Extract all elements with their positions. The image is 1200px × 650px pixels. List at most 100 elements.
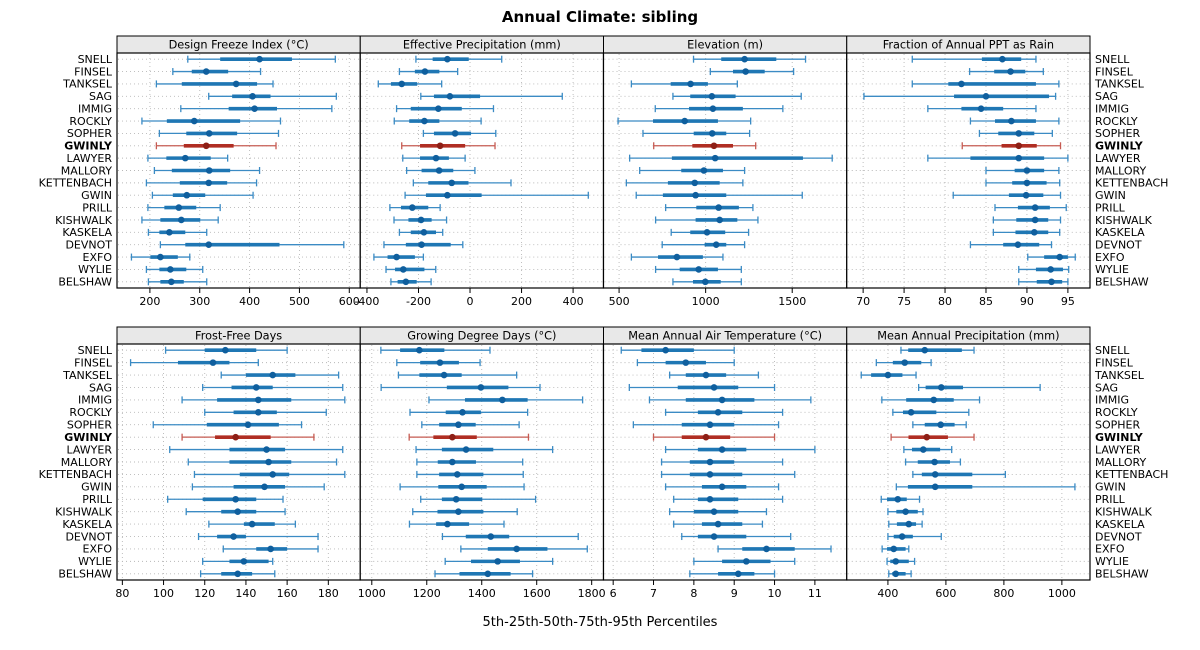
median-dot [452, 495, 460, 503]
median-dot [436, 142, 444, 150]
median-dot [409, 204, 416, 211]
median-dot [710, 142, 718, 150]
median-dot [249, 92, 256, 100]
site-label-right: EXFO [1095, 543, 1125, 556]
median-dot [451, 130, 459, 137]
site-label-left: WYLIE [78, 263, 112, 276]
axis-tick-label: 1000 [692, 295, 720, 308]
median-dot [706, 421, 714, 429]
median-dot [709, 105, 717, 112]
median-dot [435, 167, 443, 174]
site-label-right: DEVNOT [1095, 530, 1142, 543]
median-dot [458, 483, 465, 491]
median-dot [168, 278, 175, 286]
site-label-left: FINSEL [74, 65, 113, 78]
median-dot [393, 253, 400, 261]
panel-strip-title: Growing Degree Days (°C) [407, 330, 556, 343]
median-dot [1015, 130, 1023, 137]
site-label-right: WYLIE [1095, 555, 1129, 568]
site-label-left: IMMIG [78, 394, 112, 407]
median-dot [1007, 68, 1014, 75]
site-label-right: SOPHER [1095, 419, 1140, 432]
site-label-right: SNELL [1095, 344, 1130, 357]
median-dot [202, 68, 210, 75]
median-dot [234, 508, 241, 515]
panel-strip-title: Frost-Free Days [195, 330, 282, 343]
median-dot [205, 241, 213, 249]
median-dot [183, 191, 191, 199]
median-dot [248, 520, 256, 528]
median-dot [691, 179, 699, 187]
median-dot [232, 495, 239, 503]
median-dot [937, 384, 945, 391]
median-dot [1048, 278, 1055, 286]
median-dot [702, 433, 710, 441]
site-label-right: LAWYER [1095, 443, 1141, 456]
median-dot [1047, 266, 1054, 273]
axis-tick-label: 500 [289, 295, 310, 308]
median-dot [905, 520, 913, 528]
axis-tick-label: 1000 [358, 587, 386, 600]
median-dot [432, 154, 440, 162]
median-dot [444, 55, 451, 63]
median-dot [261, 483, 268, 491]
median-dot [166, 229, 173, 236]
axis-tick-label: 600 [339, 295, 360, 308]
median-dot [710, 508, 718, 515]
median-dot [681, 117, 688, 125]
median-dot [700, 167, 708, 174]
median-dot [254, 396, 262, 404]
median-dot [256, 55, 263, 63]
site-label-right: MALLORY [1095, 456, 1146, 469]
median-dot [263, 446, 270, 453]
median-dot [931, 483, 939, 491]
axis-tick-label: 75 [897, 295, 911, 308]
median-dot [269, 371, 277, 379]
axis-tick-label: 600 [935, 587, 956, 600]
median-dot [251, 105, 258, 112]
median-dot [455, 508, 462, 515]
median-dot [763, 545, 770, 553]
median-dot [513, 545, 520, 553]
site-label-right: WYLIE [1095, 263, 1129, 276]
median-dot [244, 421, 252, 429]
site-label-left: LAWYER [67, 443, 113, 456]
median-dot [181, 154, 189, 162]
median-dot [157, 253, 164, 261]
site-label-right: IMMIG [1095, 102, 1129, 115]
site-label-left: KISHWALK [55, 505, 113, 518]
chart-title: Annual Climate: sibling [501, 8, 699, 26]
median-dot [958, 80, 965, 88]
axis-tick-label: 800 [993, 587, 1014, 600]
panel-strip-title: Effective Precipitation (mm) [403, 39, 561, 52]
median-dot [477, 384, 485, 391]
site-label-right: KETTENBACH [1095, 468, 1168, 481]
site-label-left: GWINLY [64, 431, 113, 444]
site-label-left: BELSHAW [58, 276, 112, 289]
site-label-right: GWIN [1095, 189, 1126, 202]
median-dot [416, 346, 423, 354]
site-label-left: WYLIE [78, 555, 112, 568]
median-dot [662, 346, 669, 354]
median-dot [902, 508, 909, 515]
site-label-left: SNELL [78, 344, 113, 357]
site-label-left: KASKELA [62, 226, 112, 239]
site-label-right: KASKELA [1095, 226, 1145, 239]
median-dot [402, 278, 410, 286]
axis-tick-label: 10 [768, 587, 782, 600]
median-dot [708, 130, 716, 137]
axis-tick-label: 90 [1020, 295, 1034, 308]
median-dot [682, 359, 690, 366]
site-label-left: DEVNOT [65, 530, 112, 543]
panel-border [846, 343, 1091, 581]
median-dot [892, 558, 900, 565]
median-dot [901, 359, 909, 366]
site-label-right: ROCKLY [1095, 115, 1138, 128]
median-dot [232, 80, 240, 88]
site-label-left: KISHWALK [55, 214, 113, 227]
site-label-left: ROCKLY [69, 115, 112, 128]
axis-tick-label: 200 [139, 295, 160, 308]
site-label-right: KETTENBACH [1095, 177, 1168, 190]
median-dot [1056, 253, 1063, 261]
axis-tick-label: 1200 [413, 587, 441, 600]
